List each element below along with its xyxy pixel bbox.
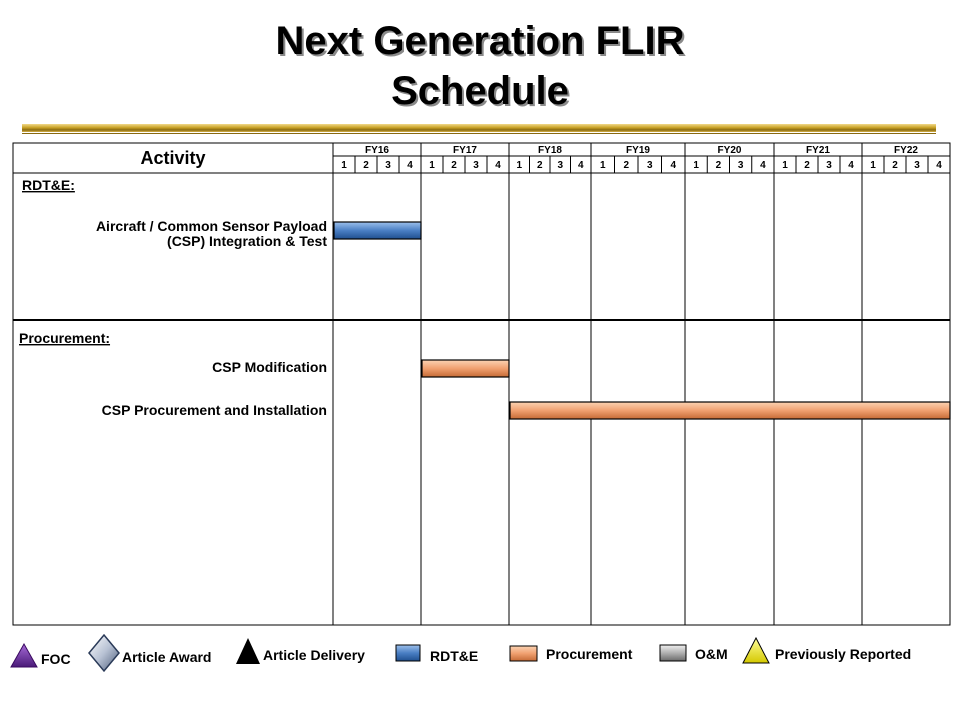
timeline-header: FY16 1 2 3 4 FY17 1 2 3 4 FY18 1 2 3 4 FY19 1 2 3 4 FY20 1 2 3 4…	[333, 145, 950, 173]
quarter-label: 2	[892, 160, 898, 171]
quarter-label: 2	[623, 160, 629, 171]
fy-label: FY17	[453, 145, 477, 156]
legend-article-award-label: Article Award	[122, 649, 212, 665]
quarter-label: 3	[647, 160, 653, 171]
rdte-bar	[333, 221, 422, 240]
title-line-1: Next Generation FLIR	[275, 19, 685, 63]
procurement-bar	[421, 359, 510, 378]
quarter-label: 4	[407, 160, 413, 171]
activity-label: CSP Modification	[212, 359, 327, 375]
quarter-label: 3	[557, 160, 563, 171]
quarter-label: 4	[495, 160, 501, 171]
orange-bar-icon	[509, 645, 538, 662]
silver-diamond-icon	[88, 633, 120, 673]
activity-label: CSP Procurement and Installation	[102, 402, 327, 418]
legend-procurement-label: Procurement	[546, 646, 633, 662]
quarter-label: 1	[782, 160, 788, 171]
blue-bar-icon	[395, 644, 421, 662]
quarter-label: 2	[451, 160, 457, 171]
quarter-label: 2	[363, 160, 369, 171]
quarter-label: 3	[473, 160, 479, 171]
fy-label: FY18	[538, 145, 562, 156]
quarter-label: 1	[341, 160, 347, 171]
legend: FOC Article Award Article Delivery RDT&E…	[0, 640, 960, 680]
procurement-section-heading: Procurement:	[19, 330, 110, 346]
rdte-section-heading: RDT&E:	[22, 177, 75, 193]
black-triangle-icon	[236, 638, 260, 664]
table-frame	[12, 142, 951, 626]
divider-shadow	[22, 133, 936, 134]
quarter-label: 1	[693, 160, 699, 171]
gold-divider	[22, 124, 936, 132]
quarter-label: 3	[738, 160, 744, 171]
quarter-label: 4	[760, 160, 766, 171]
fy-label: FY16	[365, 145, 389, 156]
gray-bar-icon	[659, 644, 687, 662]
year-gridlines	[420, 143, 863, 625]
legend-foc-label: FOC	[41, 651, 71, 667]
activity-label: Aircraft / Common Sensor Payload	[96, 218, 327, 234]
yellow-triangle-icon	[742, 636, 770, 664]
legend-icons	[10, 633, 770, 673]
fy-label: FY20	[718, 145, 742, 156]
activity-header: Activity	[140, 148, 205, 168]
quarter-label: 4	[848, 160, 854, 171]
purple-triangle-icon	[10, 642, 38, 668]
title-line-2: Schedule	[391, 69, 569, 113]
fy-label: FY21	[806, 145, 830, 156]
quarter-label: 4	[578, 160, 584, 171]
quarter-label: 1	[516, 160, 522, 171]
quarter-label: 3	[385, 160, 391, 171]
quarter-label: 2	[804, 160, 810, 171]
quarter-label: 1	[870, 160, 876, 171]
legend-previously-reported-label: Previously Reported	[775, 646, 912, 662]
quarter-label: 1	[429, 160, 435, 171]
activity-label: (CSP) Integration & Test	[167, 233, 327, 249]
quarter-label: 3	[826, 160, 832, 171]
quarter-label: 2	[537, 160, 543, 171]
quarter-label: 4	[936, 160, 942, 171]
fy-label: FY19	[626, 145, 650, 156]
quarter-label: 3	[914, 160, 920, 171]
quarter-label: 4	[670, 160, 676, 171]
fy-label: FY22	[894, 145, 918, 156]
schedule-bars	[333, 221, 951, 420]
quarter-label: 1	[600, 160, 606, 171]
legend-rdte-label: RDT&E	[430, 648, 479, 664]
legend-article-delivery-label: Article Delivery	[263, 647, 365, 663]
activity-labels: RDT&E: Aircraft / Common Sensor Payload(C…	[19, 177, 327, 418]
quarter-label: 2	[716, 160, 722, 171]
legend-om-label: O&M	[695, 646, 728, 662]
procurement-bar	[509, 401, 951, 420]
